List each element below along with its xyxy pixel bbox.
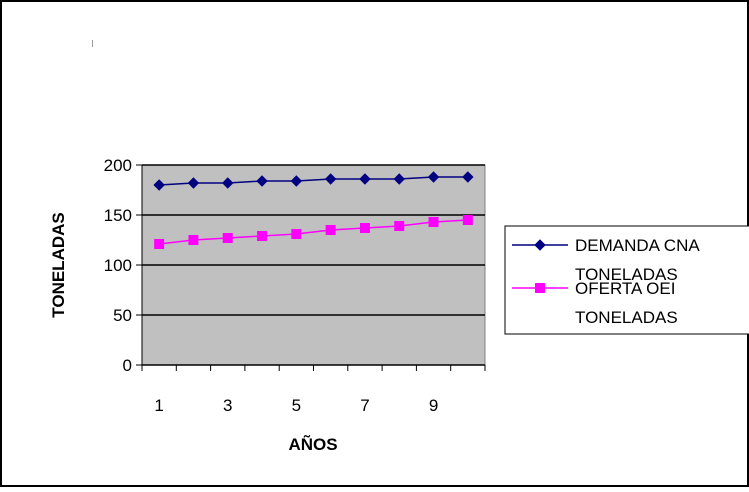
series-line: [159, 176, 468, 186]
data-point: [428, 217, 439, 227]
data-point: [324, 173, 337, 185]
series-1: [153, 171, 474, 191]
data-point: [256, 175, 268, 187]
data-point: [325, 225, 336, 235]
data-point: [427, 171, 440, 183]
data-point: [187, 177, 200, 189]
legend-item-1: DEMANDA CNA TONELADAS: [512, 236, 700, 284]
gridlines: [142, 164, 485, 316]
data-point: [462, 171, 474, 183]
series-layer: [153, 171, 474, 249]
data-point: [393, 173, 405, 185]
y-axis-label: TONELADAS: [49, 212, 68, 317]
data-point: [291, 229, 302, 239]
legend-label: TONELADAS: [575, 265, 678, 284]
data-point: [462, 215, 473, 225]
x-tick-label: 7: [360, 396, 369, 415]
stray-mark: [92, 40, 93, 47]
x-axis-label: AÑOS: [288, 434, 337, 454]
data-point: [222, 177, 234, 189]
legend-label: DEMANDA CNA: [575, 236, 700, 255]
data-point: [154, 239, 165, 249]
legend-label: OFERTA OEI: [575, 279, 675, 298]
x-tick-label: 3: [223, 396, 232, 415]
data-point: [290, 175, 303, 187]
legend-marker: [535, 283, 545, 293]
y-axis: 0 50 100 150 200: [104, 156, 143, 375]
data-point: [359, 173, 371, 185]
x-axis: 1 3 5 7 9: [141, 364, 486, 415]
x-tick-label: 9: [429, 396, 438, 415]
data-point: [222, 233, 233, 243]
y-tick-label: 150: [104, 206, 132, 225]
legend-box: [504, 225, 749, 335]
data-point: [257, 231, 268, 241]
series-2: [154, 215, 473, 249]
legend-label: TONELADAS: [575, 308, 678, 327]
y-tick-label: 200: [104, 156, 132, 175]
x-tick-label: 1: [154, 396, 163, 415]
data-point: [188, 235, 199, 245]
y-tick-label: 0: [123, 356, 132, 375]
y-tick-label: 100: [104, 256, 132, 275]
x-tick-label: 5: [292, 396, 301, 415]
data-point: [394, 221, 405, 231]
series-line: [159, 219, 468, 245]
y-tick-label: 50: [113, 306, 132, 325]
legend-marker: [534, 239, 546, 251]
data-point: [359, 223, 370, 233]
legend-item-2: OFERTA OEI TONELADAS: [512, 279, 678, 327]
data-point: [153, 179, 165, 191]
